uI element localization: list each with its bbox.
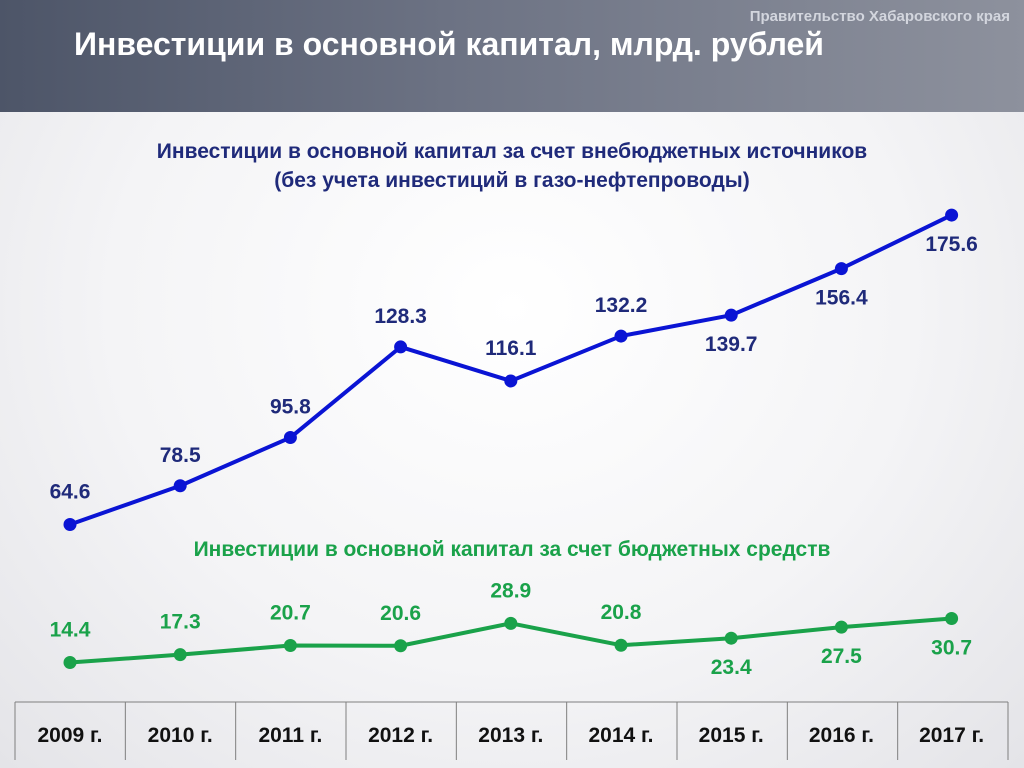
data-point — [724, 308, 738, 322]
data-label: 139.7 — [705, 333, 758, 356]
data-point — [394, 639, 408, 653]
header-bar: Правительство Хабаровского края Инвестиц… — [0, 0, 1024, 112]
x-tick-label: 2012 г. — [368, 724, 433, 747]
blue-series-subtitle: Инвестиции в основной капитал за счет вн… — [0, 137, 1024, 195]
blue-series-subtitle-line2: (без учета инвестиций в газо-нефтепровод… — [274, 169, 750, 192]
page-title: Инвестиции в основной капитал, млрд. руб… — [74, 26, 824, 62]
green-series-subtitle: Инвестиции в основной капитал за счет бю… — [193, 538, 831, 561]
data-point — [504, 374, 518, 388]
x-tick-label: 2015 г. — [699, 724, 764, 747]
x-tick-label: 2011 г. — [258, 724, 322, 747]
x-tick-label: 2013 г. — [478, 724, 543, 747]
data-label: 64.6 — [50, 481, 91, 504]
x-tick-label: 2010 г. — [148, 724, 213, 747]
data-point — [283, 431, 297, 445]
data-point — [834, 262, 848, 276]
data-point — [614, 329, 628, 343]
data-point — [834, 620, 848, 634]
data-point — [724, 631, 738, 645]
data-label: 95.8 — [270, 396, 311, 419]
series-line-0 — [69, 213, 953, 527]
data-point — [173, 648, 187, 662]
data-point — [63, 656, 77, 669]
x-tick-label: 2009 г. — [37, 724, 102, 747]
x-tick-label: 2017 г. — [919, 724, 984, 747]
data-label: 128.3 — [374, 305, 427, 328]
blue-series-subtitle-line1: Инвестиции в основной капитал за счет вн… — [156, 140, 868, 163]
data-label: 23.4 — [711, 656, 752, 679]
data-point — [394, 340, 408, 354]
data-label: 156.4 — [815, 287, 868, 310]
data-label: 116.1 — [485, 337, 537, 360]
x-tick-label: 2016 г. — [809, 724, 874, 747]
data-label: 78.5 — [160, 444, 201, 467]
data-point — [63, 518, 77, 531]
organization-name: Правительство Хабаровского края — [749, 8, 1010, 25]
data-label: 20.8 — [601, 601, 642, 624]
data-point — [945, 611, 959, 625]
data-point — [614, 638, 628, 652]
data-point — [283, 638, 297, 652]
data-point — [173, 479, 187, 493]
data-label: 30.7 — [931, 636, 972, 659]
data-label: 28.9 — [490, 579, 531, 602]
data-label: 20.6 — [380, 602, 421, 625]
data-label: 17.3 — [160, 611, 201, 634]
data-label: 27.5 — [821, 645, 862, 668]
data-label: 20.7 — [270, 601, 311, 624]
data-label: 14.4 — [50, 619, 91, 642]
data-label: 175.6 — [925, 233, 978, 256]
data-point — [504, 616, 518, 630]
x-tick-label: 2014 г. — [588, 724, 653, 747]
data-label: 132.2 — [595, 294, 648, 317]
data-point — [945, 208, 959, 222]
